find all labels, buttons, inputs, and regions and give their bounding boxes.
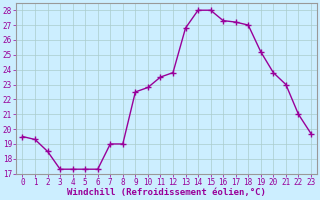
X-axis label: Windchill (Refroidissement éolien,°C): Windchill (Refroidissement éolien,°C) xyxy=(67,188,266,197)
